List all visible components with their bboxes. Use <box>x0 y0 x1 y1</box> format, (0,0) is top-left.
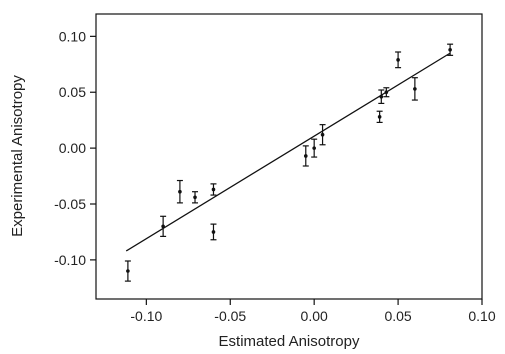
data-point <box>448 47 452 52</box>
data-point <box>193 195 197 200</box>
fit-line <box>125 52 451 252</box>
y-tick-label: -0.05 <box>54 196 86 212</box>
data-points <box>124 43 454 282</box>
data-point <box>312 146 316 150</box>
y-tick-label: 0.05 <box>59 84 86 100</box>
data-point <box>377 115 382 119</box>
y-axis-title: Experimental Anisotropy <box>9 75 26 237</box>
y-tick-label: 0.10 <box>59 28 86 44</box>
y-axis: -0.10 -0.05 0.00 0.05 0.10 <box>54 28 96 268</box>
y-tick-label: 0.00 <box>59 140 86 156</box>
data-point <box>413 87 417 91</box>
data-point <box>126 269 130 273</box>
data-point <box>384 90 389 95</box>
data-point <box>320 132 325 137</box>
x-tick-label: 0.05 <box>384 308 411 324</box>
data-point <box>211 230 216 234</box>
plot-frame <box>95 13 483 300</box>
data-point <box>396 58 400 62</box>
data-point <box>161 224 165 229</box>
y-tick-label: -0.10 <box>54 252 86 268</box>
data-point <box>303 154 308 158</box>
data-point <box>211 187 216 192</box>
data-point <box>379 94 384 99</box>
x-tick-label: 0.10 <box>468 308 495 324</box>
x-axis: -0.10 -0.05 0.00 0.05 0.10 <box>130 299 496 324</box>
x-axis-title: Estimated Anisotropy <box>219 333 360 350</box>
x-tick-label: -0.05 <box>214 308 246 324</box>
x-tick-label: -0.10 <box>130 308 162 324</box>
data-point <box>178 189 182 194</box>
x-tick-label: 0.00 <box>301 308 328 324</box>
